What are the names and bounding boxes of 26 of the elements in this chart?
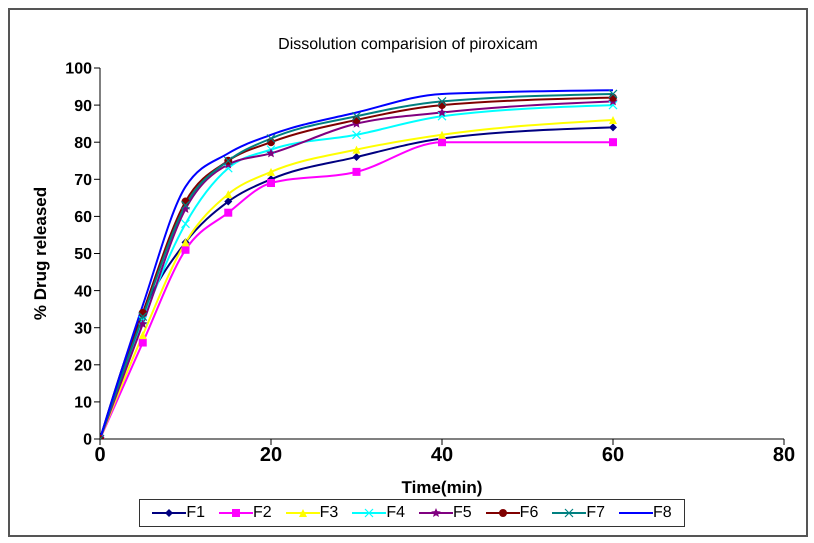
y-tick-label: 10 — [74, 394, 92, 412]
legend-label: F5 — [453, 504, 472, 522]
y-tick-label: 90 — [74, 98, 92, 115]
legend-label: F3 — [320, 504, 338, 522]
y-tick-label: 20 — [74, 357, 92, 374]
x-tick-label: 80 — [772, 444, 796, 466]
y-tick-label: 60 — [74, 209, 92, 226]
legend-label: F4 — [386, 504, 405, 522]
y-tick-label: 100 — [65, 60, 92, 78]
y-tick-label: 30 — [74, 320, 92, 338]
y-tick-label: 70 — [74, 172, 92, 189]
y-tick-label: 80 — [74, 134, 92, 152]
y-tick-label: 40 — [74, 283, 92, 300]
x-tick-label: 20 — [260, 444, 282, 466]
y-axis-title: % Drug released — [31, 186, 50, 320]
legend-label: F2 — [252, 504, 272, 522]
legend-label: F8 — [653, 504, 672, 522]
legend-label: F7 — [586, 504, 606, 522]
x-tick-label: 40 — [430, 444, 454, 466]
legend-label: F6 — [520, 504, 538, 522]
chart-title: Dissolution comparision of piroxicam — [277, 35, 539, 55]
y-tick-label: 0 — [83, 432, 92, 449]
x-tick-label: 60 — [602, 444, 624, 466]
legend-label: F1 — [186, 504, 205, 522]
y-tick-label: 50 — [74, 246, 92, 264]
x-axis-title: Time(min) — [402, 478, 482, 497]
